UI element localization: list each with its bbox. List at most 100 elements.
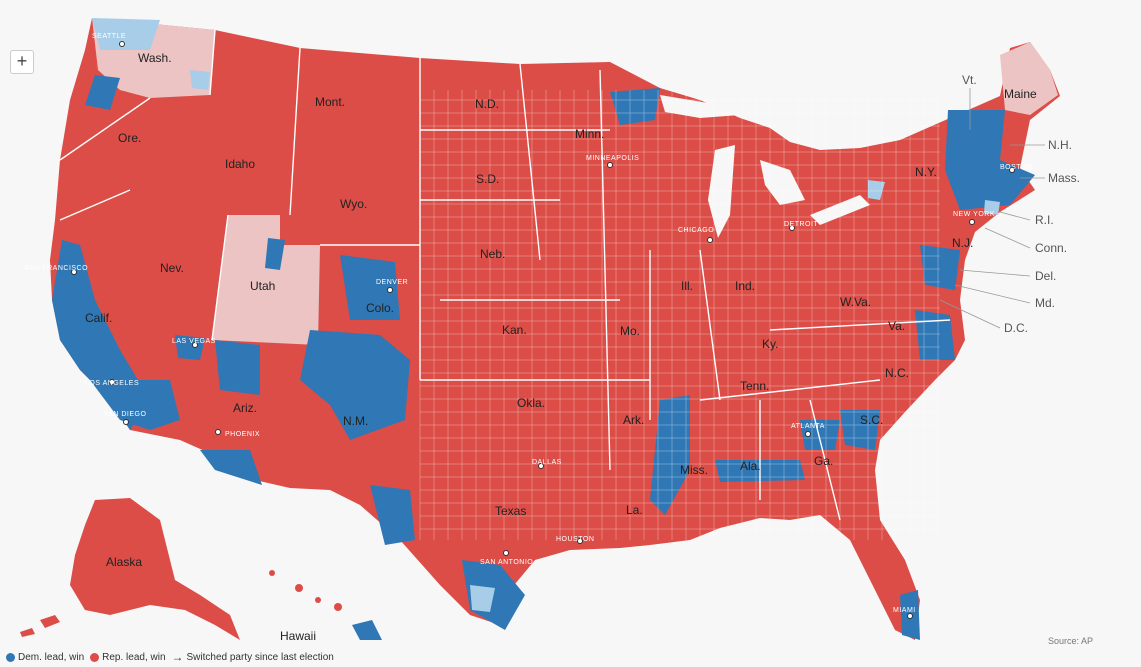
svg-text:MIAMI: MIAMI: [893, 607, 916, 614]
svg-text:LOS ANGELES: LOS ANGELES: [85, 380, 139, 387]
city-miami: MIAMI: [893, 607, 916, 619]
label-ore: Ore.: [118, 131, 141, 145]
label-ky: Ky.: [762, 337, 778, 351]
city-dallas: DALLAS: [532, 459, 562, 469]
label-tenn: Tenn.: [740, 379, 769, 393]
utah-light: [212, 215, 320, 345]
callout-md: Md.: [1035, 296, 1055, 310]
svg-text:DALLAS: DALLAS: [532, 459, 562, 466]
city-detroit: DETROIT: [784, 221, 818, 231]
callout-conn: Conn.: [1035, 241, 1067, 255]
legend-rep-label: Rep. lead, win: [102, 651, 166, 663]
dem-swatch-icon: [6, 652, 15, 662]
city-sf: SAN FRANCISCO: [24, 265, 88, 275]
city-markers: SEATTLE SAN FRANCISCO LOS ANGELES SAN DI…: [24, 33, 1032, 619]
svg-text:SAN DIEGO: SAN DIEGO: [103, 411, 146, 418]
label-mo: Mo.: [620, 324, 640, 338]
city-atlanta: ATLANTA: [791, 423, 825, 437]
svg-text:MINNEAPOLIS: MINNEAPOLIS: [586, 155, 639, 162]
callout-lines: [939, 88, 1045, 329]
svg-text:DETROIT: DETROIT: [784, 221, 818, 228]
label-ark: Ark.: [623, 413, 644, 427]
svg-text:NEW YORK: NEW YORK: [953, 211, 995, 218]
svg-text:SEATTLE: SEATTLE: [92, 33, 126, 40]
label-nd: N.D.: [475, 97, 499, 111]
label-va: Va.: [888, 319, 905, 333]
label-nm: N.M.: [343, 414, 368, 428]
callout-ri: R.I.: [1035, 213, 1054, 227]
hawaii-islands: [269, 570, 382, 640]
label-kan: Kan.: [502, 323, 527, 337]
legend: Dem. lead, win Rep. lead, win → Switched…: [6, 650, 334, 664]
legend-switched-label: Switched party since last election: [186, 651, 334, 663]
callout-labels: Vt. N.H. Mass. R.I. Conn. Del. Md. D.C.: [962, 73, 1080, 335]
label-sc: S.C.: [860, 413, 883, 427]
state-borders: [59, 29, 951, 521]
svg-text:BOSTON: BOSTON: [1000, 164, 1032, 171]
rep-swatch-icon: [90, 652, 100, 662]
state-labels: Wash. Ore. Calif. Nev. Idaho Mont. Wyo. …: [85, 51, 1037, 643]
callout-del: Del.: [1035, 269, 1056, 283]
label-nc: N.C.: [885, 366, 909, 380]
city-phoenix: PHOENIX: [215, 429, 260, 438]
label-nj: N.J.: [952, 236, 973, 250]
label-sd: S.D.: [476, 172, 499, 186]
label-wyo: Wyo.: [340, 197, 367, 211]
svg-text:ATLANTA: ATLANTA: [791, 423, 825, 430]
label-ga: Ga.: [814, 454, 833, 468]
svg-text:SAN FRANCISCO: SAN FRANCISCO: [24, 265, 88, 272]
label-minn: Minn.: [575, 127, 604, 141]
maine-light: [1000, 42, 1058, 115]
label-utah: Utah: [250, 279, 275, 293]
county-grid: [419, 90, 940, 540]
city-ny: NEW YORK: [953, 211, 995, 225]
label-neb: Neb.: [480, 247, 505, 261]
arrow-right-icon: →: [171, 650, 184, 664]
svg-text:SAN ANTONIO: SAN ANTONIO: [480, 559, 533, 566]
callout-dc: D.C.: [1004, 321, 1028, 335]
svg-text:CHICAGO: CHICAGO: [678, 227, 714, 234]
label-alaska: Alaska: [106, 555, 142, 569]
label-ill: Ill.: [681, 279, 693, 293]
label-colo: Colo.: [366, 301, 394, 315]
label-mont: Mont.: [315, 95, 345, 109]
legend-item-switched: → Switched party since last election: [172, 650, 334, 664]
zoom-in-button[interactable]: +: [10, 50, 34, 74]
label-miss: Miss.: [680, 463, 708, 477]
label-nev: Nev.: [160, 261, 184, 275]
label-idaho: Idaho: [225, 157, 255, 171]
source-credit: Source: AP: [1047, 636, 1093, 646]
svg-text:PHOENIX: PHOENIX: [225, 431, 260, 438]
svg-text:DENVER: DENVER: [376, 279, 408, 286]
label-wash: Wash.: [138, 51, 172, 65]
label-okla: Okla.: [517, 396, 545, 410]
label-ariz: Ariz.: [233, 401, 257, 415]
city-minneapolis: MINNEAPOLIS: [586, 155, 639, 168]
alaska-islands: [20, 615, 60, 637]
label-maine: Maine: [1004, 87, 1037, 101]
city-sd: SAN DIEGO: [103, 411, 146, 425]
svg-text:LAS VEGAS: LAS VEGAS: [172, 338, 216, 345]
legend-dem-label: Dem. lead, win: [18, 651, 85, 663]
callout-vt: Vt.: [962, 73, 977, 87]
contiguous-us-shape: [50, 18, 1060, 640]
city-boston: BOSTON: [1000, 164, 1032, 173]
callout-nh: N.H.: [1048, 138, 1072, 152]
label-hawaii: Hawaii: [280, 629, 316, 643]
dem-counties: [52, 75, 1035, 640]
city-la: LOS ANGELES: [85, 379, 139, 387]
label-texas: Texas: [495, 504, 526, 518]
city-sa: SAN ANTONIO: [480, 550, 533, 566]
city-seattle: SEATTLE: [92, 33, 126, 47]
city-houston: HOUSTON: [556, 536, 594, 544]
label-ala: Ala.: [740, 459, 761, 473]
label-ny: N.Y.: [915, 165, 937, 179]
svg-text:HOUSTON: HOUSTON: [556, 536, 594, 543]
label-calif: Calif.: [85, 311, 112, 325]
city-chicago: CHICAGO: [678, 227, 714, 243]
city-denver: DENVER: [376, 279, 408, 293]
label-la: La.: [626, 503, 643, 517]
legend-item-dem: Dem. lead, win: [6, 652, 84, 663]
alaska-shape: [70, 498, 240, 640]
